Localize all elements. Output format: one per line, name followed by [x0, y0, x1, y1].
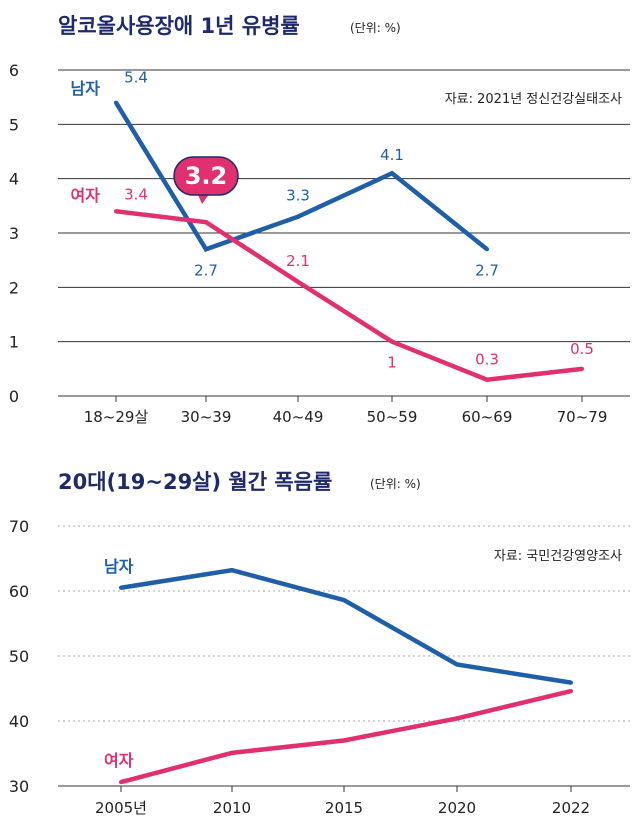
- data-point: [485, 377, 489, 382]
- data-point: [580, 366, 584, 371]
- data-point: [296, 279, 300, 284]
- data-label: 2.7: [194, 261, 218, 279]
- data-label: 0.5: [570, 340, 594, 358]
- chart1-gridlines: [58, 69, 630, 397]
- x-tick-label: 50~59: [367, 408, 418, 426]
- data-point: [455, 716, 459, 721]
- y-tick-label: 1: [9, 333, 19, 352]
- y-tick-label: 70: [9, 517, 29, 536]
- y-tick-label: 0: [9, 387, 19, 406]
- legend-female: 여자: [104, 751, 134, 770]
- y-tick-label: 40: [9, 712, 29, 731]
- legend-male: 남자: [104, 557, 134, 576]
- callout-value: 3.2: [185, 162, 228, 190]
- x-tick-label: 60~69: [462, 408, 513, 426]
- x-tick-label: 70~79: [557, 408, 608, 426]
- data-point: [204, 247, 208, 252]
- data-point: [569, 689, 573, 694]
- male-line: [120, 567, 572, 685]
- data-label: 2.1: [286, 252, 310, 270]
- data-label: 4.1: [380, 146, 404, 164]
- legend-male: 남자: [71, 79, 101, 98]
- data-point: [230, 568, 234, 573]
- x-tick-label: 2020: [438, 799, 476, 817]
- data-label: 1: [387, 354, 397, 372]
- chart1-callout: 3.2: [173, 156, 239, 204]
- x-tick-label: 40~49: [273, 408, 324, 426]
- data-label: 2.7: [475, 261, 499, 279]
- y-tick-label: 3: [9, 224, 19, 243]
- data-label: 3.4: [124, 185, 148, 203]
- y-tick-label: 5: [9, 115, 19, 134]
- y-tick-label: 4: [9, 170, 19, 189]
- data-point: [114, 209, 118, 214]
- x-tick-label: 30~39: [181, 408, 232, 426]
- data-point: [342, 598, 346, 603]
- chart2-source: 자료: 국민건강영양조사: [494, 549, 622, 564]
- chart1-axis: 0 1 2 3 4 5 6 18~29살 30~39 40~49 50~59 60~69 70~79: [9, 61, 607, 426]
- legend-female: 여자: [71, 186, 101, 205]
- data-point: [230, 750, 234, 755]
- data-label: 0.3: [475, 351, 499, 369]
- data-point: [296, 214, 300, 219]
- chart1-data-labels: 5.4 2.7 3.3 4.1 2.7 3.4 2.1 1 0.3 0.5: [124, 69, 594, 372]
- data-point: [119, 585, 123, 590]
- chart1-source: 자료: 2021년 정신건강실태조사: [445, 92, 622, 107]
- chart2-unit: (단위: %): [370, 477, 421, 491]
- x-tick-label: 2015: [325, 799, 363, 817]
- data-point: [485, 247, 489, 252]
- y-tick-label: 6: [9, 61, 19, 80]
- chart2-gridlines: [58, 525, 630, 787]
- callout-bubble: [173, 156, 239, 196]
- chart1-lines: [114, 100, 584, 383]
- y-tick-label: 30: [9, 777, 29, 796]
- y-tick-label: 60: [9, 582, 29, 601]
- data-point: [114, 100, 118, 105]
- data-point: [342, 738, 346, 743]
- data-point: [569, 680, 573, 685]
- y-tick-label: 2: [9, 278, 19, 297]
- y-tick-label: 50: [9, 647, 29, 666]
- data-point: [204, 220, 208, 225]
- chart2-lines: [119, 567, 573, 785]
- chart2-title: 20대(19~29살) 월간 폭음률: [58, 470, 332, 494]
- data-label: 5.4: [124, 69, 148, 87]
- chart2-axis: 30 40 50 60 70 2005년 2010 2015 2020 2022: [9, 517, 590, 817]
- data-point: [390, 171, 394, 176]
- x-tick-label: 18~29살: [84, 408, 149, 426]
- data-point: [390, 339, 394, 344]
- chart1-unit: (단위: %): [350, 21, 401, 35]
- female-line: [115, 209, 583, 383]
- data-point: [119, 780, 123, 785]
- chart1-title: 알코올사용장애 1년 유병률: [58, 14, 300, 38]
- data-label: 3.3: [286, 187, 310, 205]
- female-line: [120, 688, 572, 785]
- x-tick-label: 2022: [552, 799, 590, 817]
- x-tick-label: 2010: [213, 799, 251, 817]
- data-point: [455, 662, 459, 667]
- x-tick-label: 2005년: [95, 799, 147, 817]
